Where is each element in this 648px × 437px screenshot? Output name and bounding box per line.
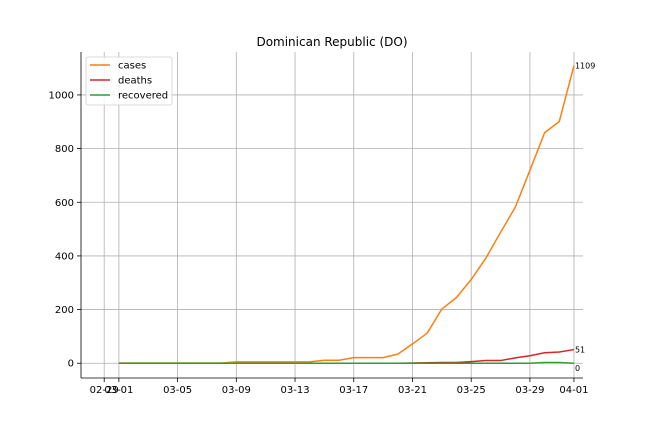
end-label-recovered: 0 bbox=[575, 364, 580, 373]
legend-label-deaths: deaths bbox=[118, 76, 152, 87]
x-tick-label: 03-29 bbox=[515, 385, 544, 396]
x-tick-label: 02-29 bbox=[90, 385, 119, 396]
x-tick-label: 03-09 bbox=[222, 385, 251, 396]
x-tick-label: 03-13 bbox=[281, 385, 310, 396]
x-tick-label: 04-01 bbox=[559, 385, 588, 396]
series-line-deaths bbox=[118, 348, 575, 364]
x-tick-label: 03-25 bbox=[457, 385, 486, 396]
y-tick-label: 800 bbox=[55, 144, 74, 155]
y-tick-label: 0 bbox=[68, 359, 74, 370]
x-tick-label: 03-05 bbox=[163, 385, 192, 396]
y-tick-label: 400 bbox=[55, 251, 74, 262]
series-lines bbox=[118, 65, 575, 364]
end-label-deaths: 51 bbox=[575, 346, 585, 355]
legend-label-cases: cases bbox=[118, 61, 146, 72]
series-line-cases bbox=[118, 65, 575, 364]
legend: cases deaths recovered bbox=[85, 56, 173, 106]
legend-box bbox=[85, 56, 173, 106]
end-label-cases: 1109 bbox=[575, 62, 595, 71]
x-tick-label: 03-21 bbox=[398, 385, 427, 396]
y-tick-label: 1000 bbox=[49, 90, 74, 101]
series-line-recovered bbox=[118, 361, 575, 364]
chart-title: Dominican Republic (DO) bbox=[256, 35, 407, 49]
legend-label-recovered: recovered bbox=[118, 91, 168, 102]
end-labels: 1109 51 0 bbox=[575, 62, 595, 374]
x-tick-label: 03-01 bbox=[104, 385, 133, 396]
y-tick-label: 200 bbox=[55, 305, 74, 316]
x-tick-label: 03-17 bbox=[339, 385, 368, 396]
y-tick-label: 600 bbox=[55, 198, 74, 209]
